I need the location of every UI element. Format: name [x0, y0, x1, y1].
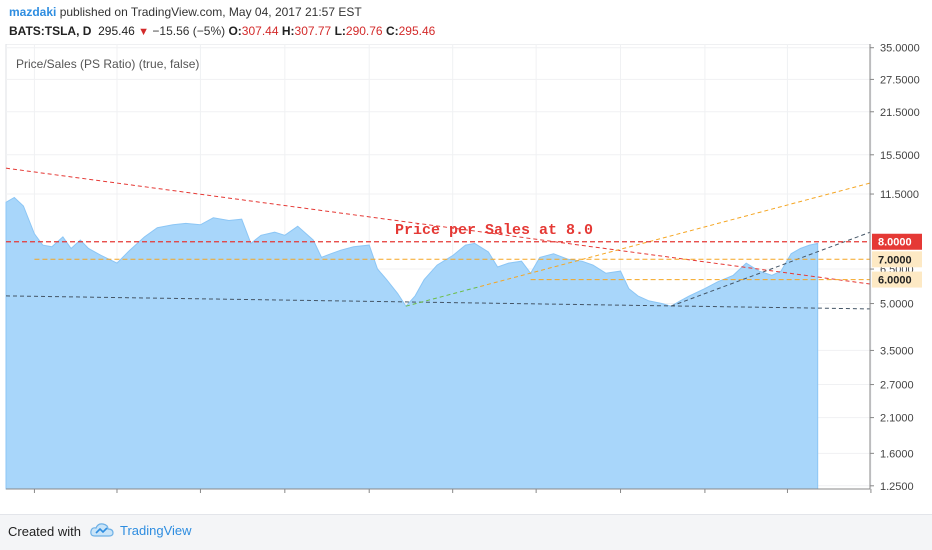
down-arrow-icon: ▼ [138, 26, 150, 38]
low-label: L: [334, 24, 346, 38]
chart-area[interactable]: Price/Sales (PS Ratio) (true, false) Pri… [0, 44, 932, 496]
y-tick-label: 1.6000 [880, 448, 914, 460]
high-value: 307.77 [294, 24, 332, 38]
brand-name: TradingView [120, 522, 192, 538]
low-value: 290.76 [345, 24, 383, 38]
y-tick-label: 3.5000 [880, 345, 914, 357]
y-tick-label: 11.5000 [880, 189, 919, 201]
chart-header: mazdaki published on TradingView.com, Ma… [0, 0, 932, 44]
trend-lines [5, 167, 871, 310]
price-value: 295.46 [98, 24, 135, 38]
y-tick-label: 5.0000 [880, 299, 914, 311]
open-label: O: [228, 24, 242, 38]
close-label: C: [385, 24, 399, 38]
level-badge-label: 6.0000 [878, 275, 912, 287]
trend-line-green [405, 286, 481, 307]
open-value: 307.44 [241, 24, 279, 38]
symbol-label: BATS:TSLA, D [9, 24, 92, 38]
y-tick-label: 27.5000 [880, 74, 920, 86]
horizontal-levels [6, 241, 870, 281]
level-badge [872, 233, 922, 250]
created-with-label: Created with [8, 524, 81, 539]
symbol-info: BATS:TSLA, D 295.46 ▼ −15.56 (−5%) O:307… [9, 24, 435, 38]
y-tick-label: 2.1000 [880, 413, 914, 425]
change-value: −15.56 (−5%) [152, 24, 226, 38]
trend-line-dark [670, 231, 871, 307]
close-value: 295.46 [398, 24, 436, 38]
y-axis: 35.000027.500021.500015.500011.50006.500… [869, 44, 920, 493]
y-tick-label: 35.0000 [880, 44, 920, 55]
y-tick-label: 21.5000 [880, 107, 920, 119]
published-text: published on TradingView.com, May 04, 20… [59, 5, 362, 19]
cloud-logo-icon [90, 523, 114, 537]
trend-line-orange [480, 182, 871, 287]
indicator-label: Price/Sales (PS Ratio) (true, false) [16, 57, 199, 71]
y-tick-label: 1.2500 [880, 481, 914, 493]
annotation-text: Price per Sales at 8.0 [395, 222, 593, 239]
publish-info: mazdaki published on TradingView.com, Ma… [9, 5, 362, 19]
footer-bar: Created with TradingView [0, 514, 932, 550]
trend-line-red [5, 167, 871, 285]
ps-ratio-chart[interactable]: Price/Sales (PS Ratio) (true, false) Pri… [0, 44, 932, 496]
y-tick-label: 2.7000 [880, 380, 914, 392]
author-link[interactable]: mazdaki [9, 5, 57, 19]
high-label: H: [281, 24, 295, 38]
level-badge-label: 7.0000 [878, 254, 912, 266]
level-badge [872, 251, 922, 268]
level-badge [872, 271, 922, 288]
tradingview-brand[interactable]: TradingView [90, 522, 192, 538]
y-tick-label: 15.5000 [880, 150, 920, 162]
x-axis: 2015AprJulOct2016AprJulOct2017AprJu [6, 488, 872, 493]
level-badges: 8.0000 7.0000 6.0000 [872, 233, 922, 288]
level-badge-label: 8.0000 [878, 237, 912, 249]
ps-ratio-area [5, 196, 819, 490]
